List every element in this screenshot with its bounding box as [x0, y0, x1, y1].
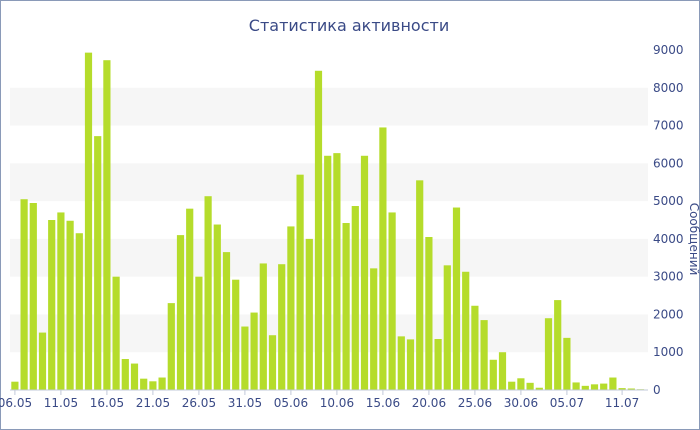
x-tick-label: 11.05 — [44, 396, 78, 410]
x-tick-label: 10.06 — [320, 396, 354, 410]
bar — [517, 378, 525, 390]
bar — [600, 383, 608, 390]
bar — [66, 220, 74, 390]
grid-band — [10, 87, 648, 126]
bar — [462, 271, 470, 390]
bar — [259, 263, 267, 390]
bar — [11, 381, 19, 390]
bar — [618, 388, 626, 390]
bar — [351, 206, 359, 390]
x-tick-label: 25.06 — [458, 396, 492, 410]
bar — [232, 279, 240, 390]
bar — [103, 60, 111, 390]
bar — [590, 384, 599, 390]
bar — [112, 276, 120, 390]
bar — [204, 196, 212, 390]
bar — [213, 224, 221, 390]
bar — [324, 155, 332, 390]
bar — [397, 336, 405, 390]
bar — [48, 220, 56, 390]
y-tick-label: 2000 — [653, 307, 684, 321]
bar — [508, 381, 516, 390]
bar — [489, 359, 497, 390]
bar — [425, 237, 433, 390]
bar — [544, 318, 553, 390]
y-tick-label: 9000 — [653, 43, 684, 57]
bar — [75, 233, 83, 390]
bar — [130, 363, 139, 390]
y-tick-label: 0 — [653, 383, 661, 397]
bar — [84, 52, 93, 390]
bar — [241, 326, 249, 390]
x-tick-label: 05.06 — [274, 396, 308, 410]
bar — [434, 339, 442, 390]
y-axis-label: Сообщений — [687, 203, 700, 276]
bar — [443, 265, 451, 390]
bar — [176, 235, 185, 390]
bar — [627, 388, 635, 390]
bar — [471, 305, 479, 390]
bar — [296, 174, 304, 390]
bar — [20, 199, 28, 390]
bar — [167, 303, 175, 390]
y-tick-label: 5000 — [653, 194, 684, 208]
y-tick-label: 3000 — [653, 270, 684, 284]
y-tick-label: 1000 — [653, 345, 684, 359]
bars — [11, 52, 645, 390]
y-tick-label: 7000 — [653, 119, 684, 133]
bar — [535, 387, 543, 390]
bar — [158, 377, 166, 390]
bar — [186, 208, 194, 390]
x-tick-label: 15.06 — [366, 396, 400, 410]
bar — [609, 377, 617, 390]
y-tick-label: 6000 — [653, 156, 684, 170]
bar — [305, 238, 313, 390]
bar — [121, 359, 129, 390]
bar — [333, 153, 341, 390]
bar — [278, 264, 286, 390]
bar — [94, 136, 102, 390]
bar — [195, 276, 203, 390]
bar — [480, 320, 488, 390]
bar — [360, 155, 369, 390]
x-ticks: 06.05 11.05 16.05 21.05 26.05 31.05 05.06 10.06… — [0, 390, 639, 410]
bar — [416, 180, 424, 390]
bar — [572, 382, 580, 390]
y-ticks: 0 1000 2000 3000 4000 5000 6000 7000 8000 9000 — [653, 43, 684, 397]
bar — [370, 268, 378, 390]
bar — [250, 312, 258, 390]
x-tick-label: 21.05 — [136, 396, 170, 410]
bar — [379, 127, 387, 390]
bar — [406, 339, 415, 390]
bar — [581, 385, 589, 390]
bar — [222, 252, 231, 390]
x-tick-label: 06.05 — [0, 396, 32, 410]
x-tick-label: 31.05 — [228, 396, 262, 410]
bar — [29, 203, 37, 390]
x-tick-label: 20.06 — [412, 396, 446, 410]
bar — [287, 226, 295, 390]
bar — [38, 332, 47, 390]
bar — [526, 382, 534, 390]
x-tick-label: 26.05 — [182, 396, 216, 410]
bar — [268, 335, 277, 390]
x-tick-label: 05.07 — [550, 396, 584, 410]
bar — [452, 207, 461, 390]
bar — [388, 212, 396, 390]
bar — [498, 352, 507, 390]
y-tick-label: 4000 — [653, 232, 684, 246]
x-tick-label: 30.06 — [504, 396, 538, 410]
x-tick-label: 11.07 — [605, 396, 639, 410]
bar — [57, 212, 65, 390]
x-tick-label: 16.05 — [90, 396, 124, 410]
bar — [342, 223, 350, 390]
bar — [314, 70, 323, 390]
bar — [554, 300, 562, 390]
bar — [140, 378, 148, 390]
y-tick-label: 8000 — [653, 81, 684, 95]
chart-title: Статистика активности — [249, 16, 449, 35]
bar — [149, 381, 157, 390]
bar — [563, 337, 571, 390]
